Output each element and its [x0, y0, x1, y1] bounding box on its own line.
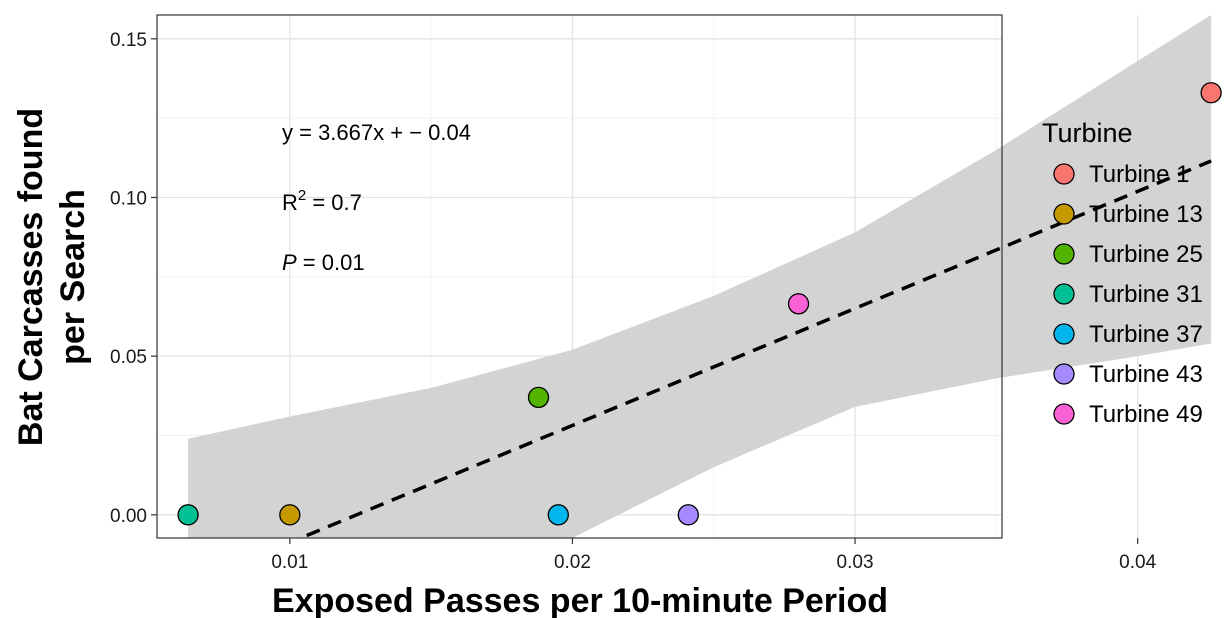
data-point	[177, 504, 199, 526]
y-axis-title-line-1: Bat Carcasses found	[12, 108, 50, 446]
y-axis-title-line-2: per Search	[54, 189, 92, 365]
r-squared-superscript: 2	[298, 187, 306, 204]
legend-items: Turbine 1 Turbine 13 Turbine 25 Turbine 31 T…	[1053, 161, 1203, 428]
plot-panel-border	[156, 14, 1003, 539]
y-tick-label: 0.00	[110, 506, 147, 527]
points-layer	[177, 82, 1222, 526]
legend-swatch	[1053, 163, 1075, 185]
legend-swatch	[1053, 283, 1075, 305]
legend-title: Turbine	[1042, 118, 1133, 148]
equation-annotation: y = 3.667x + − 0.04	[282, 120, 471, 145]
p-value-annotation: P = 0.01	[282, 250, 365, 275]
data-point	[1200, 82, 1222, 104]
legend-label: Turbine 25	[1089, 241, 1203, 268]
y-tick-label: 0.05	[110, 347, 147, 368]
legend-swatch	[1053, 323, 1075, 345]
legend-swatch	[1053, 363, 1075, 385]
p-value: = 0.01	[297, 250, 365, 275]
y-axis: 0.00 0.05 0.10 0.15	[110, 30, 157, 527]
x-axis: 0.01 0.02 0.03 0.04	[271, 538, 1157, 573]
r-squared-value: = 0.7	[306, 190, 362, 215]
legend-label: Turbine 1	[1089, 161, 1190, 188]
data-point	[787, 293, 810, 315]
confidence-band-layer	[188, 15, 1212, 538]
legend-swatch	[1053, 243, 1075, 265]
r-squared-base: R	[282, 190, 298, 215]
x-tick-label: 0.01	[271, 552, 308, 573]
p-label: P	[282, 250, 297, 275]
x-axis-title: Exposed Passes per 10-minute Period	[272, 582, 888, 618]
data-point	[547, 504, 569, 526]
legend-label: Turbine 31	[1089, 281, 1203, 308]
legend-label: Turbine 13	[1089, 201, 1203, 228]
x-tick-label: 0.03	[837, 552, 874, 573]
confidence-band	[188, 15, 1212, 538]
y-tick-label: 0.15	[110, 30, 147, 51]
x-tick-label: 0.04	[1119, 552, 1156, 573]
data-point	[677, 504, 699, 526]
r-squared-annotation: R2 = 0.7	[282, 187, 362, 215]
legend-label: Turbine 49	[1089, 401, 1203, 428]
legend-label: Turbine 37	[1089, 321, 1203, 348]
y-tick-label: 0.10	[110, 188, 147, 209]
data-point	[279, 504, 301, 526]
legend-swatch	[1053, 403, 1075, 425]
x-tick-label: 0.02	[554, 552, 591, 573]
data-point	[527, 386, 550, 409]
legend-label: Turbine 43	[1089, 361, 1203, 388]
legend-swatch	[1053, 203, 1075, 225]
